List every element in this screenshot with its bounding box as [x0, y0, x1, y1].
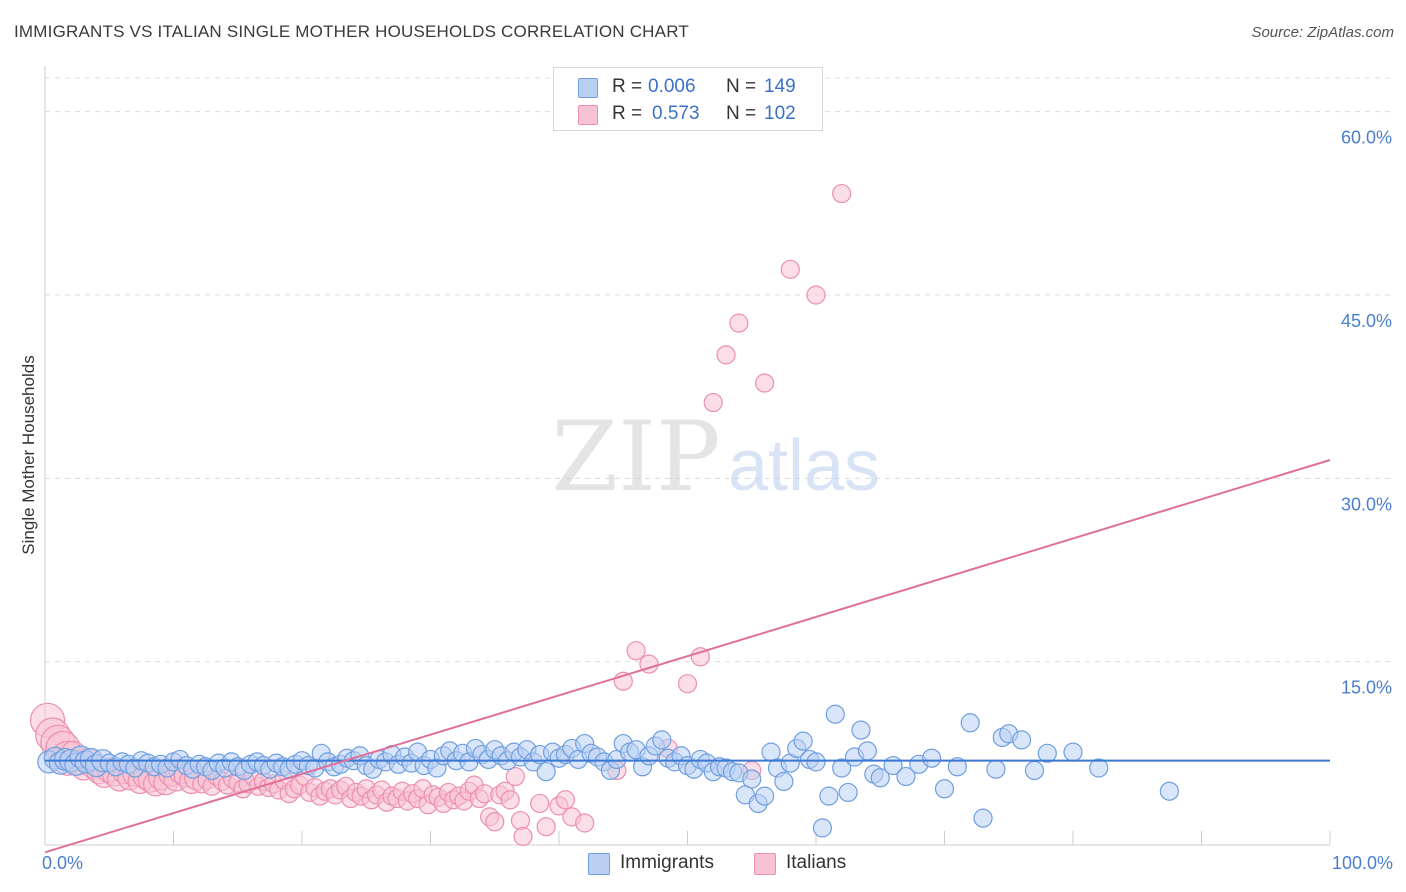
immigrants-point: [1063, 742, 1083, 762]
italians-points: [29, 183, 852, 847]
immigrants-point: [812, 818, 833, 838]
immigrants-point: [832, 758, 852, 778]
n-value: 149: [764, 76, 796, 97]
italians-swatch: [578, 105, 598, 125]
italians-point: [530, 793, 550, 814]
italians-point: [780, 259, 800, 279]
y-tick-label: 60.0%: [1341, 128, 1392, 148]
immigrants-point: [986, 759, 1006, 779]
y-tick-label: 30.0%: [1341, 494, 1392, 514]
immigrants-point: [851, 720, 871, 740]
italians-point: [716, 345, 736, 365]
immigrants-legend-label: Immigrants: [620, 852, 714, 873]
immigrants-point: [896, 766, 916, 787]
watermark-atlas: atlas: [728, 426, 880, 506]
immigrants-point: [806, 752, 826, 772]
immigrants-point: [922, 748, 942, 768]
italians-point: [575, 813, 595, 833]
immigrants-point: [838, 782, 858, 803]
italians-point: [505, 766, 525, 787]
italians-point: [677, 674, 698, 694]
italians-point: [485, 812, 505, 832]
italians-point: [832, 183, 852, 204]
tick-labels: 15.0% 30.0% 45.0% 60.0% 0.0% 100.0%: [42, 128, 1393, 873]
immigrants-point: [774, 771, 794, 792]
immigrants-point: [857, 741, 878, 761]
italians-point: [500, 790, 520, 810]
trend-lines: [44, 459, 1331, 854]
italians-point: [754, 373, 775, 393]
immigrants-point: [742, 769, 762, 789]
italians-legend-swatch: [754, 853, 776, 875]
italians-point: [513, 826, 533, 847]
italians-point: [536, 817, 556, 837]
immigrants-points: [37, 704, 1179, 838]
immigrants-legend-swatch: [588, 853, 610, 875]
immigrants-point: [870, 768, 890, 788]
y-tick-label: 45.0%: [1341, 311, 1392, 331]
immigrants-point: [1037, 743, 1057, 763]
r-label: R =: [612, 103, 643, 124]
immigrants-point: [1089, 758, 1109, 778]
italians-legend-label: Italians: [786, 852, 847, 873]
italians-trend-line: [44, 459, 1331, 854]
immigrants-swatch: [578, 78, 598, 98]
y-tick-label: 15.0%: [1341, 678, 1392, 698]
immigrants-point: [652, 730, 672, 750]
immigrants-point: [934, 779, 955, 799]
n-label: N =: [726, 103, 757, 124]
immigrants-point: [819, 786, 839, 806]
italians-point: [510, 810, 531, 831]
italians-point: [555, 790, 576, 810]
x-tick-label: 100.0%: [1332, 853, 1393, 873]
source-label: Source: ZipAtlas.com: [1251, 24, 1394, 41]
immigrants-point: [1159, 781, 1179, 801]
watermark-zip: ZIP: [551, 401, 720, 513]
chart-title: IMMIGRANTS VS ITALIAN SINGLE MOTHER HOUS…: [14, 22, 689, 41]
immigrants-point: [754, 786, 775, 806]
immigrants-point: [960, 713, 980, 733]
italians-point: [806, 285, 826, 305]
r-label: R =: [612, 76, 643, 97]
immigrants-point: [1011, 730, 1032, 750]
x-tick-label: 0.0%: [42, 853, 83, 873]
immigrants-point: [793, 731, 813, 751]
correlation-legend: R = 0.006 N = 149 R = 0.573 N = 102: [553, 67, 823, 131]
n-label: N =: [726, 76, 757, 97]
italians-point: [626, 641, 646, 661]
immigrants-point: [536, 762, 556, 782]
gridlines: [45, 77, 1392, 663]
immigrants-point: [825, 704, 845, 724]
r-value: 0.573: [652, 103, 700, 124]
r-value: 0.006: [648, 76, 696, 97]
italians-point: [690, 647, 710, 667]
italians-point: [703, 392, 723, 413]
n-value: 102: [764, 103, 796, 124]
immigrants-point: [973, 808, 993, 828]
immigrants-point: [1024, 760, 1045, 781]
watermark: ZIP atlas: [551, 401, 880, 513]
italians-point: [729, 313, 749, 333]
y-axis-label: Single Mother Households: [19, 355, 38, 554]
immigrants-point: [947, 757, 967, 777]
